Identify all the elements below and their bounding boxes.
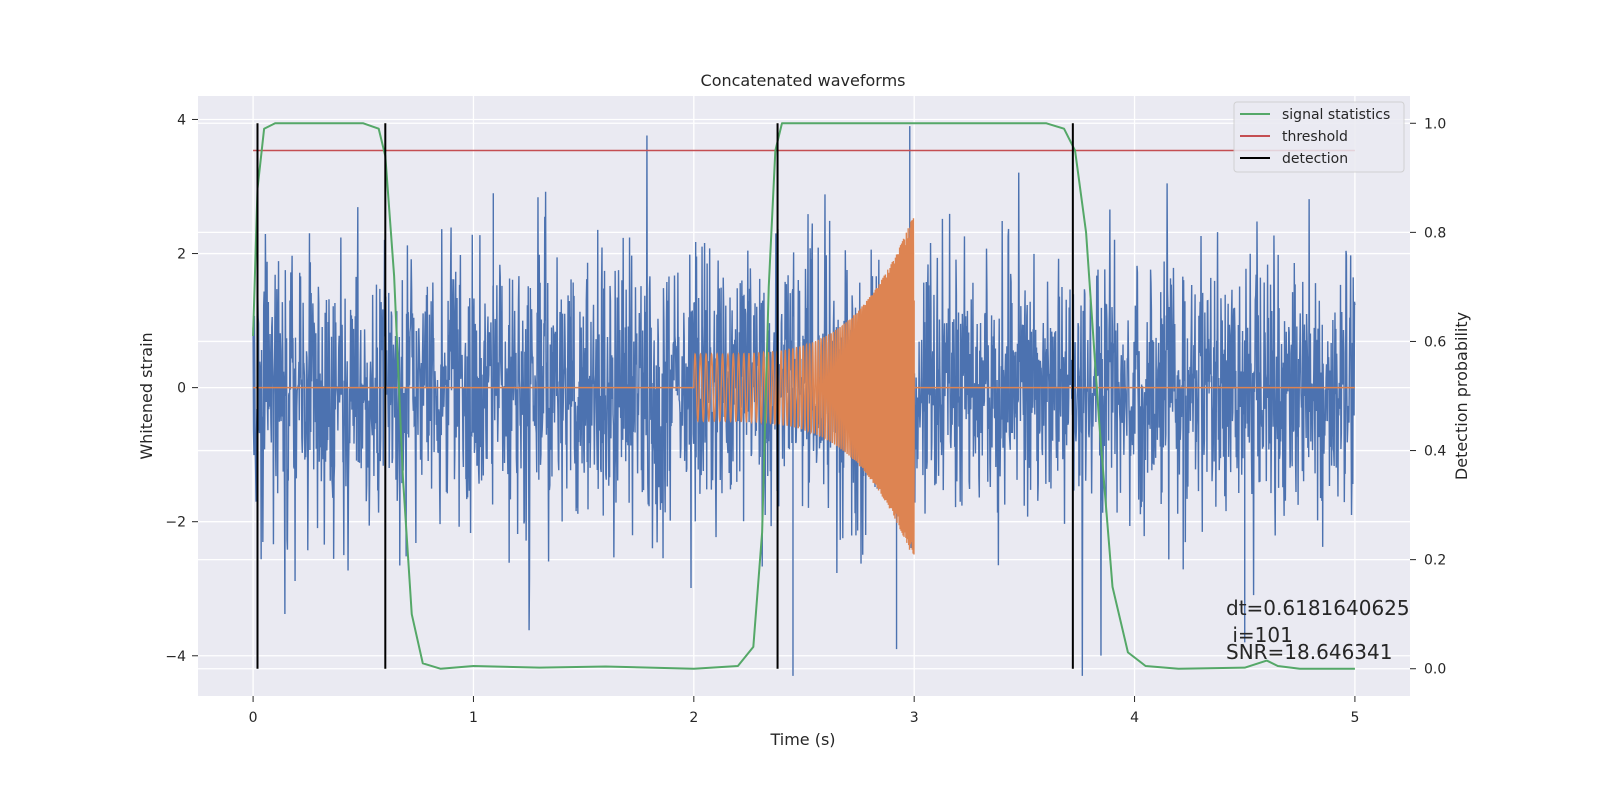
axes: 0 1 2 3 4 5 −4 −2 0 2 4 0.0 0.2 0.4 0.6 0.8 1.0: [165, 112, 1446, 726]
y-tick-label-right: 0.4: [1424, 444, 1446, 460]
legend: signal statistics threshold detection: [1233, 101, 1405, 173]
legend-label-threshold: threshold: [1282, 129, 1348, 145]
legend-label-detection: detection: [1282, 151, 1348, 167]
x-tick-label: 4: [1130, 710, 1139, 726]
annotation-snr: SNR=18.646341: [1226, 640, 1392, 664]
legend-label-signal-statistics: signal statistics: [1282, 107, 1390, 123]
y-tick-label-left: 2: [177, 247, 186, 263]
x-tick-label: 5: [1350, 710, 1359, 726]
annotation-dt: dt=0.6181640625: [1226, 596, 1410, 620]
data-layer: [252, 122, 1356, 676]
y-axis-label-left: Whitened strain: [137, 332, 156, 459]
y-tick-label-right: 0.0: [1424, 662, 1446, 678]
signal-statistics-line: [252, 122, 1355, 670]
annotation-index: i=101: [1226, 623, 1293, 647]
y-tick-label-right: 0.2: [1424, 553, 1446, 569]
x-tick-label: 3: [910, 710, 919, 726]
y-axis-label-right: Detection probability: [1452, 312, 1471, 480]
y-tick-label-left: 4: [177, 112, 186, 128]
y-tick-label-left: −2: [165, 515, 186, 531]
x-axis-label: Time (s): [769, 730, 835, 749]
y-tick-label-right: 0.8: [1424, 225, 1446, 241]
x-tick-label: 1: [469, 710, 478, 726]
chart-title: Concatenated waveforms: [701, 71, 906, 90]
x-tick-label: 2: [689, 710, 698, 726]
y-tick-label-right: 0.6: [1424, 334, 1446, 350]
y-tick-label-left: 0: [177, 381, 186, 397]
template-line: [253, 218, 1355, 555]
y-tick-label-right: 1.0: [1424, 116, 1446, 132]
x-tick-label: 0: [249, 710, 258, 726]
legend-box: [1233, 101, 1405, 173]
y-tick-label-left: −4: [165, 649, 186, 665]
